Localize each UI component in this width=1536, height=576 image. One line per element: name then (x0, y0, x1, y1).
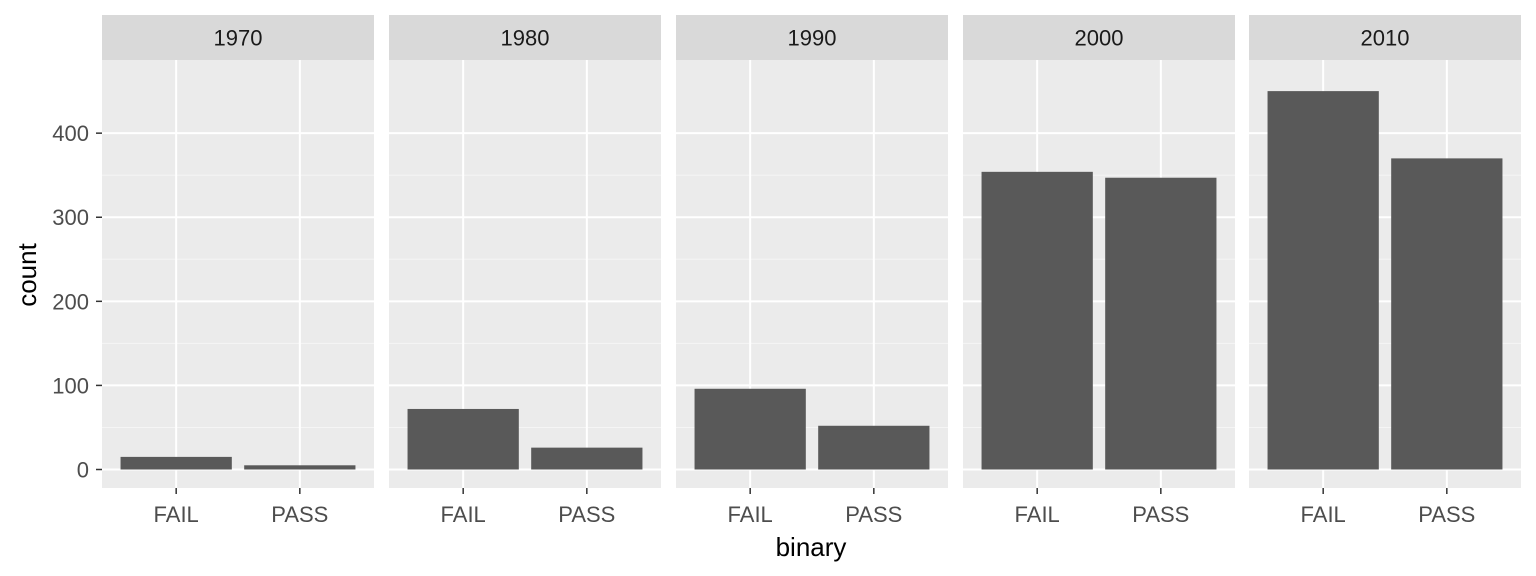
bar-2010-pass (1391, 158, 1503, 470)
x-axis-title: binary (776, 532, 847, 562)
x-tick-label: FAIL (1015, 502, 1060, 527)
x-tick-label: FAIL (154, 502, 199, 527)
bar-1990-fail (694, 388, 806, 470)
x-tick-label: PASS (558, 502, 615, 527)
facet-strip-label: 2010 (1361, 26, 1410, 51)
facet-panel-1970: 1970 FAIL PASS (102, 15, 374, 527)
facet-strip-label: 1970 (214, 26, 263, 51)
bar-1970-fail (120, 456, 232, 470)
bar-2000-fail (981, 171, 1093, 470)
y-tick-label: 200 (52, 289, 89, 314)
facet-strip-label: 1990 (788, 26, 837, 51)
x-tick-label: FAIL (441, 502, 486, 527)
facet-strip (963, 15, 1235, 60)
facet-panel-2010: 2010 FAIL PASS (1249, 15, 1521, 527)
bar-1980-pass (531, 447, 643, 470)
x-tick-label: PASS (1418, 502, 1475, 527)
x-tick-label: PASS (845, 502, 902, 527)
facet-strip (676, 15, 948, 60)
facet-panel-1990: 1990 FAIL PASS (676, 15, 948, 527)
facet-strip-label: 2000 (1075, 26, 1124, 51)
bar-1970-pass (244, 465, 356, 470)
bar-1980-fail (407, 408, 519, 470)
x-tick-label: FAIL (1301, 502, 1346, 527)
y-axis: 0 100 200 300 400 (52, 121, 102, 483)
facet-strip-label: 1980 (501, 26, 550, 51)
x-tick-label: FAIL (728, 502, 773, 527)
facet-panel-1980: 1980 FAIL PASS (389, 15, 661, 527)
bar-2010-fail (1267, 91, 1379, 470)
bar-2000-pass (1105, 177, 1217, 470)
panel-background (102, 60, 374, 488)
y-tick-label: 100 (52, 373, 89, 398)
facet-strip (102, 15, 374, 60)
facet-strip (1249, 15, 1521, 60)
facet-strip (389, 15, 661, 60)
y-tick-label: 400 (52, 121, 89, 146)
x-tick-label: PASS (271, 502, 328, 527)
y-axis-title: count (12, 242, 42, 306)
facet-panel-2000: 2000 FAIL PASS (963, 15, 1235, 527)
bar-1990-pass (818, 425, 930, 470)
y-tick-label: 300 (52, 205, 89, 230)
y-tick-label: 0 (77, 458, 89, 483)
x-tick-label: PASS (1132, 502, 1189, 527)
